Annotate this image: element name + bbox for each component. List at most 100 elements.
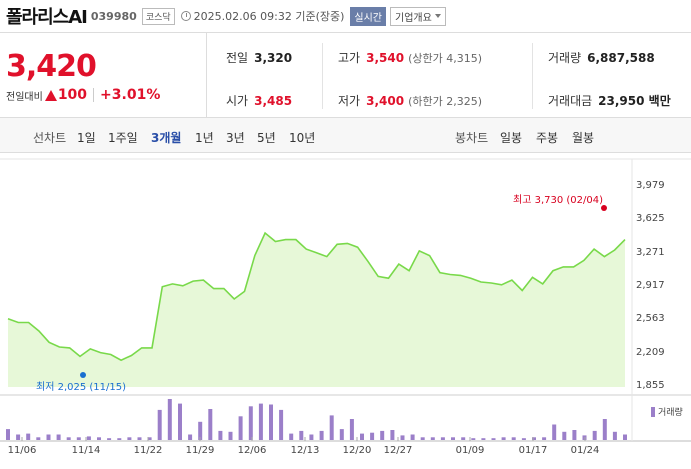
volume-bar <box>299 430 304 440</box>
volume-bar <box>380 430 385 440</box>
volume-bar <box>248 406 253 440</box>
volume-bar <box>289 433 294 440</box>
volume-bar <box>592 430 597 440</box>
tab-1y[interactable]: 1년 <box>195 131 214 145</box>
y-tick-label: 2,563 <box>636 313 665 325</box>
chevron-down-icon <box>434 14 441 18</box>
diff-value: 100 <box>57 87 88 103</box>
volume-bar <box>360 433 364 440</box>
volume-bar <box>329 415 334 440</box>
high-annotation: 최고 3,730 (02/04) <box>513 195 604 206</box>
stat-value: 6,887,588 <box>587 50 655 65</box>
price-box: 3,420 전일대비 100 +3.01% <box>0 33 207 118</box>
tab-1d[interactable]: 1일 <box>77 131 96 145</box>
volume-bar <box>258 403 263 440</box>
stat-value: 3,485 <box>254 93 293 108</box>
stock-name: 폴라리스AI <box>6 7 88 28</box>
x-tick-label: 12/06 <box>237 445 267 456</box>
high-marker <box>601 205 607 211</box>
volume-bar <box>532 437 536 440</box>
y-tick-label: 2,917 <box>636 280 665 291</box>
stat-amount: 거래대금 23,950 백만 <box>548 92 671 109</box>
clock-icon <box>180 11 191 21</box>
volume-bar <box>309 434 314 440</box>
divider <box>322 43 323 109</box>
volume-bar <box>511 437 516 440</box>
stat-label: 거래대금 <box>548 94 593 108</box>
volume-legend-label: 거래량 <box>658 408 683 418</box>
x-tick-label: 11/14 <box>71 445 101 456</box>
volume-bar <box>107 438 112 440</box>
x-tick-label: 12/27 <box>383 445 413 456</box>
volume-bar <box>6 429 10 440</box>
x-tick-label: 11/06 <box>7 445 37 456</box>
x-tick-label: 11/29 <box>185 445 215 456</box>
tab-1w[interactable]: 1주일 <box>108 131 138 145</box>
price-summary: 3,420 전일대비 100 +3.01% 전일 3,320 고가 3,540 … <box>0 32 691 118</box>
current-price: 3,420 <box>6 49 97 84</box>
low-annotation: 최저 2,025 (11/15) <box>36 382 127 393</box>
volume-bar <box>451 437 455 440</box>
volume-bar <box>157 409 162 440</box>
up-arrow-icon <box>44 89 57 101</box>
volume-bar <box>370 432 375 440</box>
tab-10y[interactable]: 10년 <box>289 131 316 145</box>
volume-bar <box>390 430 395 440</box>
volume-legend: 거래량 <box>651 405 683 418</box>
volume-bar <box>481 438 486 440</box>
volume-bar <box>339 429 344 440</box>
tab-daily[interactable]: 일봉 <box>500 131 523 145</box>
stat-open: 시가 3,485 <box>226 92 292 109</box>
stat-value: 3,320 <box>254 50 293 65</box>
volume-bar <box>612 431 617 440</box>
volume-bar <box>623 434 627 440</box>
chart-tab-bar: 선차트 1일 1주일 3개월 1년 3년 5년 10년 봉차트 일봉 주봉 월봉 <box>0 118 691 153</box>
volume-bar <box>56 434 61 440</box>
x-tick-label: 01/17 <box>518 445 548 456</box>
price-area <box>8 233 625 387</box>
volume-bar <box>491 438 496 440</box>
tab-monthly[interactable]: 월봉 <box>572 131 595 145</box>
volume-bar <box>542 437 547 440</box>
volume-bar <box>471 438 476 440</box>
volume-bar <box>602 419 607 440</box>
tab-3y[interactable]: 3년 <box>226 131 245 145</box>
price-chart[interactable]: 거래량 3,979 3,625 3,271 2,917 2,563 2,209 1,855 1… <box>0 153 691 469</box>
volume-bar <box>430 437 435 440</box>
volume-bar <box>147 437 152 440</box>
volume-bar <box>269 404 273 440</box>
volume-bar <box>26 433 31 440</box>
diff-label: 전일대비 <box>6 91 43 103</box>
stat-sub: (상한가 4,315) <box>408 51 482 65</box>
stock-code: 039980 <box>90 9 137 23</box>
stat-sub: (하한가 2,325) <box>408 94 482 108</box>
volume-bar <box>178 403 182 440</box>
price-line <box>7 231 626 362</box>
volume-bar <box>279 409 284 440</box>
x-tick-label: 12/20 <box>342 445 372 456</box>
volume-bar <box>208 409 213 440</box>
y-tick-label: 3,271 <box>636 246 665 258</box>
stat-value: 23,950 백만 <box>598 94 671 108</box>
stat-high: 고가 3,540 (상한가 4,315) <box>338 49 482 66</box>
volume-bar <box>501 437 506 440</box>
volume-bar <box>86 436 91 440</box>
volume-bar <box>218 430 223 440</box>
x-tick-label: 01/24 <box>570 445 600 456</box>
stat-label: 고가 <box>338 51 361 65</box>
market-badge: 코스닥 <box>141 7 175 25</box>
tab-weekly[interactable]: 주봉 <box>536 131 559 145</box>
price-change: 전일대비 100 +3.01% <box>6 87 160 103</box>
volume-bar <box>410 434 415 440</box>
tab-3m[interactable]: 3개월 <box>151 131 182 145</box>
x-tick-label: 01/09 <box>455 445 485 456</box>
tab-5y[interactable]: 5년 <box>257 131 276 145</box>
stat-low: 저가 3,400 (하한가 2,325) <box>338 92 482 109</box>
realtime-button[interactable]: 실시간 <box>350 6 387 26</box>
company-overview-dropdown[interactable]: 기업개요 <box>390 6 446 26</box>
volume-bar <box>238 416 243 440</box>
volume-bar <box>117 438 122 440</box>
stat-label: 전일 <box>226 51 249 65</box>
y-tick-label: 3,625 <box>636 213 665 225</box>
stat-value: 3,400 <box>366 93 405 108</box>
